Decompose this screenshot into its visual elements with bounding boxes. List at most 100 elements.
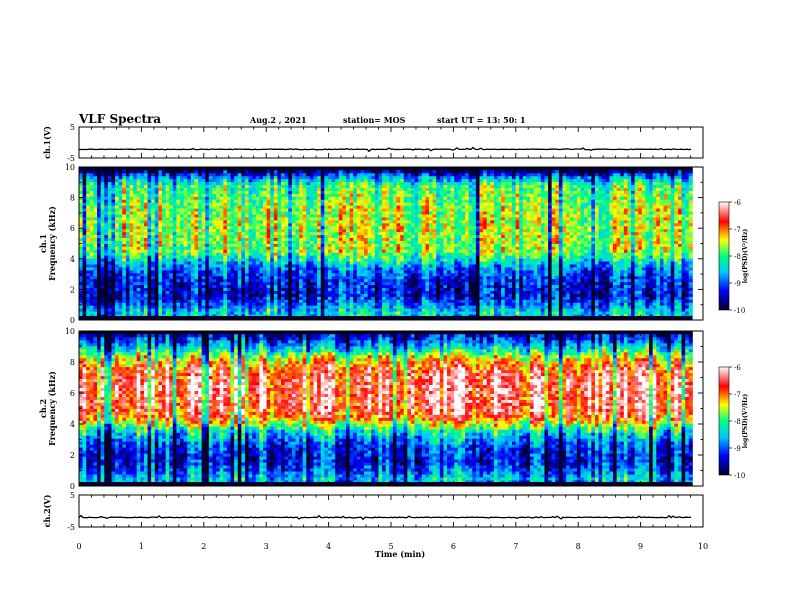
psd-cell bbox=[151, 182, 155, 185]
psd-cell bbox=[191, 311, 195, 314]
psd-cell bbox=[335, 267, 339, 270]
psd-cell bbox=[317, 182, 321, 185]
psd-cell bbox=[220, 270, 224, 273]
psd-cell bbox=[187, 179, 191, 182]
psd-cell bbox=[169, 170, 173, 173]
psd-cell bbox=[90, 273, 94, 276]
psd-cell bbox=[378, 232, 382, 235]
psd-cell bbox=[357, 211, 361, 214]
psd-cell bbox=[306, 270, 310, 273]
psd-cell bbox=[400, 170, 404, 173]
psd-cell bbox=[292, 176, 296, 179]
psd-cell bbox=[382, 211, 386, 214]
psd-cell bbox=[202, 296, 206, 299]
psd-cell bbox=[101, 302, 105, 305]
psd-cell bbox=[288, 273, 292, 276]
psd-cell bbox=[339, 223, 343, 226]
psd-cell bbox=[299, 244, 303, 247]
psd-cell bbox=[314, 179, 318, 182]
psd-cell bbox=[83, 229, 87, 232]
psd-cell bbox=[292, 182, 296, 185]
psd-cell bbox=[382, 267, 386, 270]
psd-cell bbox=[400, 264, 404, 267]
psd-cell bbox=[209, 202, 213, 205]
psd-cell bbox=[166, 226, 170, 229]
psd-cell bbox=[173, 241, 177, 244]
psd-cell bbox=[169, 235, 173, 238]
psd-cell bbox=[176, 238, 180, 241]
psd-cell bbox=[274, 196, 278, 199]
psd-cell bbox=[148, 308, 152, 311]
psd-cell bbox=[205, 305, 209, 308]
psd-cell bbox=[213, 302, 217, 305]
psd-cell bbox=[306, 217, 310, 220]
psd-cell bbox=[194, 294, 198, 297]
psd-cell bbox=[346, 282, 350, 285]
psd-cell bbox=[119, 249, 123, 252]
psd-cell bbox=[231, 220, 235, 223]
psd-cell bbox=[332, 282, 336, 285]
psd-cell bbox=[108, 217, 112, 220]
psd-cell bbox=[166, 311, 170, 314]
psd-cell bbox=[122, 311, 126, 314]
psd-cell bbox=[263, 241, 267, 244]
psd-cell bbox=[140, 205, 144, 208]
psd-cell bbox=[411, 258, 415, 261]
psd-cell bbox=[400, 311, 404, 314]
psd-cell bbox=[216, 229, 220, 232]
psd-cell bbox=[79, 202, 83, 205]
psd-cell bbox=[274, 252, 278, 255]
psd-cell bbox=[187, 255, 191, 258]
psd-cell bbox=[213, 238, 217, 241]
psd-cell bbox=[241, 170, 245, 173]
psd-cell bbox=[169, 282, 173, 285]
psd-cell bbox=[191, 255, 195, 258]
psd-cell bbox=[299, 202, 303, 205]
psd-cell bbox=[108, 232, 112, 235]
psd-cell bbox=[292, 217, 296, 220]
psd-cell bbox=[364, 188, 368, 191]
psd-cell bbox=[274, 296, 278, 299]
psd-cell bbox=[263, 217, 267, 220]
psd-cell bbox=[184, 193, 188, 196]
psd-cell bbox=[371, 311, 375, 314]
psd-cell bbox=[306, 305, 310, 308]
psd-cell bbox=[267, 229, 271, 232]
psd-cell bbox=[360, 211, 364, 214]
psd-cell bbox=[213, 255, 217, 258]
psd-cell bbox=[382, 238, 386, 241]
psd-cell bbox=[97, 246, 101, 249]
psd-cell bbox=[191, 179, 195, 182]
psd-cell bbox=[321, 176, 325, 179]
psd-cell bbox=[371, 252, 375, 255]
psd-cell bbox=[397, 179, 401, 182]
psd-cell bbox=[400, 246, 404, 249]
psd-cell bbox=[382, 214, 386, 217]
psd-cell bbox=[187, 276, 191, 279]
psd-cell bbox=[86, 291, 90, 294]
psd-cell bbox=[162, 208, 166, 211]
psd-cell bbox=[386, 273, 390, 276]
psd-cell bbox=[375, 182, 379, 185]
psd-cell bbox=[360, 246, 364, 249]
psd-cell bbox=[216, 182, 220, 185]
psd-cell bbox=[342, 264, 346, 267]
psd-cell bbox=[173, 273, 177, 276]
psd-cell bbox=[299, 191, 303, 194]
psd-cell bbox=[303, 241, 307, 244]
psd-cell bbox=[216, 208, 220, 211]
psd-cell bbox=[256, 267, 260, 270]
psd-cell bbox=[393, 302, 397, 305]
psd-cell bbox=[194, 282, 198, 285]
psd-cell bbox=[166, 258, 170, 261]
psd-cell bbox=[321, 211, 325, 214]
psd-cell bbox=[274, 211, 278, 214]
psd-cell bbox=[191, 270, 195, 273]
psd-cell bbox=[205, 291, 209, 294]
psd-cell bbox=[397, 279, 401, 282]
psd-cell bbox=[155, 285, 159, 288]
psd-cell bbox=[144, 288, 148, 291]
psd-cell bbox=[360, 193, 364, 196]
psd-cell bbox=[137, 241, 141, 244]
psd-cell bbox=[281, 241, 285, 244]
